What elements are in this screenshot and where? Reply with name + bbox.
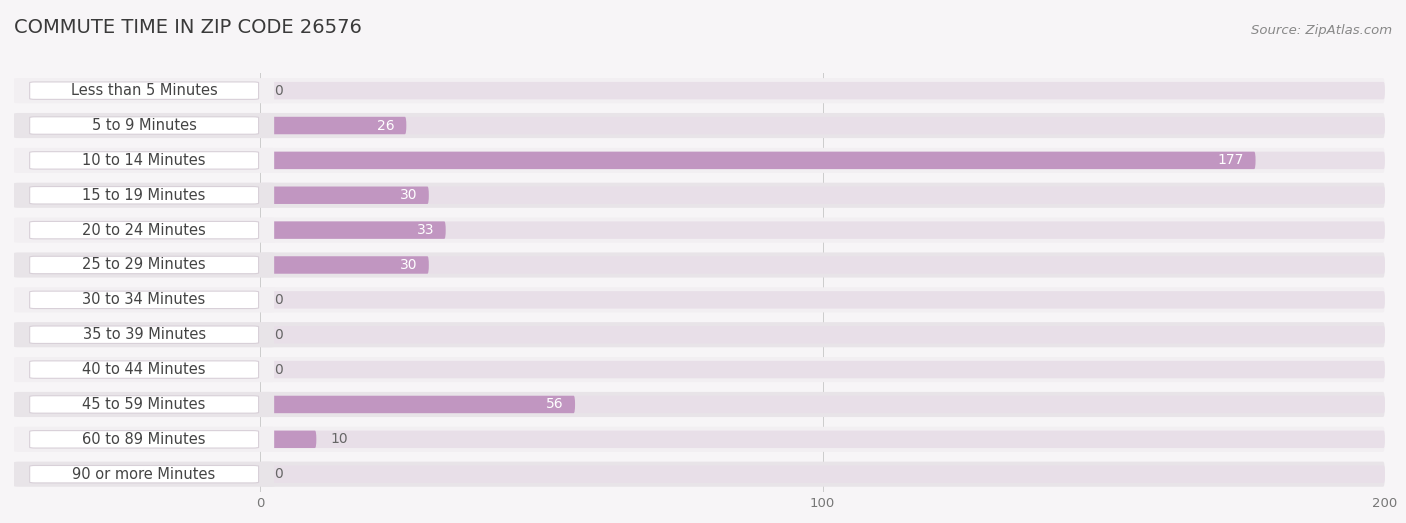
Text: 45 to 59 Minutes: 45 to 59 Minutes [83, 397, 205, 412]
FancyBboxPatch shape [30, 465, 259, 483]
FancyBboxPatch shape [260, 392, 1385, 417]
FancyBboxPatch shape [30, 187, 259, 204]
FancyBboxPatch shape [14, 253, 274, 278]
Text: 5 to 9 Minutes: 5 to 9 Minutes [91, 118, 197, 133]
FancyBboxPatch shape [260, 117, 406, 134]
FancyBboxPatch shape [14, 78, 274, 103]
FancyBboxPatch shape [30, 326, 259, 344]
Text: 20 to 24 Minutes: 20 to 24 Minutes [82, 223, 207, 237]
FancyBboxPatch shape [260, 291, 1385, 309]
FancyBboxPatch shape [260, 218, 1385, 243]
FancyBboxPatch shape [260, 462, 1385, 487]
FancyBboxPatch shape [260, 430, 316, 448]
FancyBboxPatch shape [260, 465, 1385, 483]
FancyBboxPatch shape [260, 256, 429, 274]
Text: 35 to 39 Minutes: 35 to 39 Minutes [83, 327, 205, 342]
FancyBboxPatch shape [260, 187, 429, 204]
Text: 0: 0 [274, 84, 283, 98]
Text: 60 to 89 Minutes: 60 to 89 Minutes [83, 432, 205, 447]
Text: COMMUTE TIME IN ZIP CODE 26576: COMMUTE TIME IN ZIP CODE 26576 [14, 18, 361, 37]
Text: 15 to 19 Minutes: 15 to 19 Minutes [83, 188, 205, 203]
FancyBboxPatch shape [260, 256, 1385, 274]
FancyBboxPatch shape [14, 113, 274, 138]
FancyBboxPatch shape [260, 326, 1385, 344]
FancyBboxPatch shape [260, 78, 1385, 103]
FancyBboxPatch shape [260, 113, 1385, 138]
FancyBboxPatch shape [30, 117, 259, 134]
FancyBboxPatch shape [260, 82, 1385, 99]
FancyBboxPatch shape [30, 430, 259, 448]
Text: Less than 5 Minutes: Less than 5 Minutes [70, 83, 218, 98]
FancyBboxPatch shape [14, 322, 274, 347]
FancyBboxPatch shape [30, 82, 259, 99]
Text: 0: 0 [274, 362, 283, 377]
Text: 30 to 34 Minutes: 30 to 34 Minutes [83, 292, 205, 308]
FancyBboxPatch shape [260, 396, 575, 413]
FancyBboxPatch shape [260, 322, 1385, 347]
Text: Source: ZipAtlas.com: Source: ZipAtlas.com [1251, 24, 1392, 37]
Text: 10: 10 [330, 433, 349, 446]
FancyBboxPatch shape [260, 221, 446, 239]
Text: 30: 30 [401, 188, 418, 202]
FancyBboxPatch shape [260, 287, 1385, 312]
Text: 26: 26 [377, 119, 395, 132]
Text: 0: 0 [274, 293, 283, 307]
FancyBboxPatch shape [30, 396, 259, 413]
FancyBboxPatch shape [14, 462, 274, 487]
FancyBboxPatch shape [260, 152, 1256, 169]
Text: 90 or more Minutes: 90 or more Minutes [73, 467, 215, 482]
Text: 30: 30 [401, 258, 418, 272]
FancyBboxPatch shape [260, 427, 1385, 452]
FancyBboxPatch shape [260, 357, 1385, 382]
FancyBboxPatch shape [260, 221, 1385, 239]
FancyBboxPatch shape [260, 183, 1385, 208]
Text: 0: 0 [274, 467, 283, 481]
Text: 33: 33 [418, 223, 434, 237]
FancyBboxPatch shape [260, 396, 1385, 413]
FancyBboxPatch shape [14, 357, 274, 382]
FancyBboxPatch shape [14, 392, 274, 417]
FancyBboxPatch shape [30, 256, 259, 274]
Text: 56: 56 [546, 397, 564, 412]
FancyBboxPatch shape [260, 361, 1385, 378]
FancyBboxPatch shape [260, 117, 1385, 134]
Text: 0: 0 [274, 328, 283, 342]
FancyBboxPatch shape [14, 183, 274, 208]
FancyBboxPatch shape [14, 427, 274, 452]
FancyBboxPatch shape [14, 148, 274, 173]
Text: 25 to 29 Minutes: 25 to 29 Minutes [83, 257, 205, 272]
FancyBboxPatch shape [260, 152, 1385, 169]
FancyBboxPatch shape [30, 361, 259, 378]
Text: 10 to 14 Minutes: 10 to 14 Minutes [83, 153, 205, 168]
FancyBboxPatch shape [30, 291, 259, 309]
Text: 177: 177 [1218, 153, 1244, 167]
FancyBboxPatch shape [14, 287, 274, 312]
FancyBboxPatch shape [14, 218, 274, 243]
FancyBboxPatch shape [260, 148, 1385, 173]
FancyBboxPatch shape [260, 253, 1385, 278]
Text: 40 to 44 Minutes: 40 to 44 Minutes [83, 362, 205, 377]
FancyBboxPatch shape [260, 430, 1385, 448]
FancyBboxPatch shape [30, 152, 259, 169]
FancyBboxPatch shape [260, 187, 1385, 204]
FancyBboxPatch shape [30, 221, 259, 239]
